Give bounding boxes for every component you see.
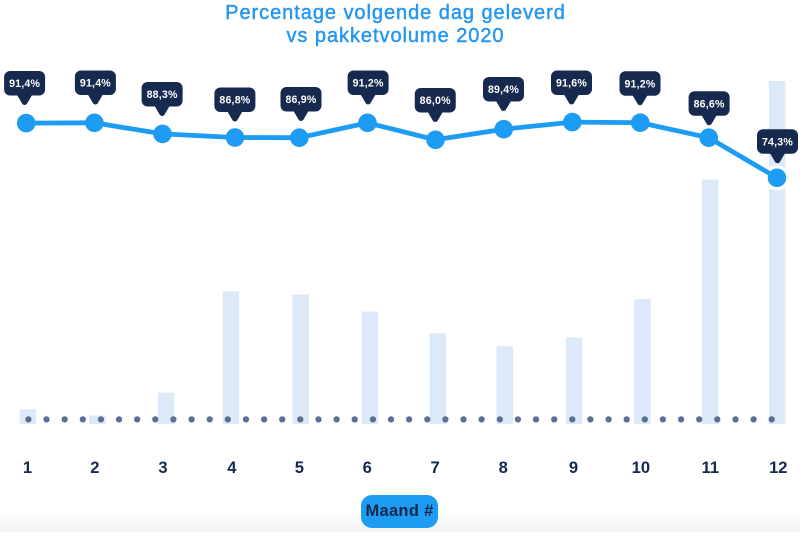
svg-text:12: 12 xyxy=(769,458,787,477)
svg-text:86,6%: 86,6% xyxy=(694,98,725,110)
svg-text:1: 1 xyxy=(23,458,32,477)
svg-text:91,2%: 91,2% xyxy=(353,78,384,90)
svg-text:2: 2 xyxy=(90,458,99,477)
svg-text:6: 6 xyxy=(363,458,372,477)
svg-text:10: 10 xyxy=(632,458,650,477)
svg-text:74,3%: 74,3% xyxy=(762,136,793,148)
svg-text:86,0%: 86,0% xyxy=(420,95,451,107)
svg-text:5: 5 xyxy=(295,458,304,477)
svg-text:88,3%: 88,3% xyxy=(147,89,178,101)
svg-text:8: 8 xyxy=(499,458,508,477)
svg-text:7: 7 xyxy=(430,458,439,477)
svg-text:4: 4 xyxy=(227,458,237,477)
svg-text:3: 3 xyxy=(158,458,167,477)
svg-text:9: 9 xyxy=(569,458,578,477)
svg-text:91,4%: 91,4% xyxy=(9,78,40,90)
svg-text:91,2%: 91,2% xyxy=(624,78,655,90)
svg-text:91,6%: 91,6% xyxy=(556,78,587,90)
svg-text:89,4%: 89,4% xyxy=(488,84,519,96)
svg-text:86,9%: 86,9% xyxy=(285,94,316,106)
svg-text:91,4%: 91,4% xyxy=(80,78,111,90)
svg-text:11: 11 xyxy=(702,458,720,477)
svg-text:86,8%: 86,8% xyxy=(219,95,250,107)
